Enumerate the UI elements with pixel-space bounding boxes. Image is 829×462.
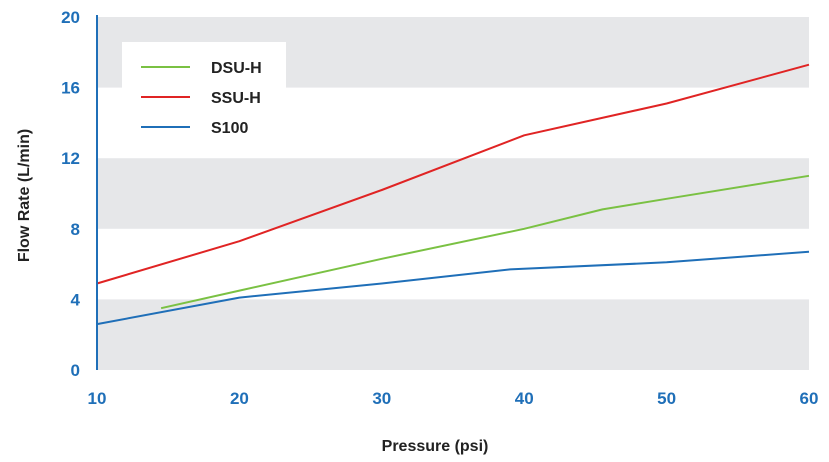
x-tick-label: 60 [800, 389, 819, 408]
series-line-dsu-h [160, 174, 810, 310]
x-tick-label: 10 [88, 389, 107, 408]
legend: DSU-H SSU-H S100 [122, 42, 286, 153]
legend-label: SSU-H [211, 90, 261, 107]
y-tick-label: 16 [61, 79, 80, 98]
grid-band [97, 299, 809, 370]
series-line-ssu-h [96, 63, 810, 285]
y-tick-label: 4 [71, 290, 81, 309]
y-tick-label: 12 [61, 149, 80, 168]
y-tick-label: 0 [71, 361, 80, 380]
legend-label: DSU-H [211, 60, 262, 77]
y-tick-label: 20 [61, 8, 80, 27]
plot-bands [97, 17, 809, 370]
x-axis-title: Pressure (psi) [382, 438, 489, 455]
x-tick-label: 50 [657, 389, 676, 408]
y-axis-title: Flow Rate (L/min) [16, 129, 33, 262]
tick-labels: 0 4 8 12 16 20 10 20 30 40 50 60 [61, 8, 818, 408]
series-layer [96, 63, 810, 326]
x-tick-label: 20 [230, 389, 249, 408]
grid-band [97, 158, 809, 229]
series-line-s100 [96, 250, 810, 326]
x-tick-label: 40 [515, 389, 534, 408]
legend-label: S100 [211, 120, 248, 137]
y-tick-label: 8 [71, 220, 80, 239]
x-tick-label: 30 [372, 389, 391, 408]
